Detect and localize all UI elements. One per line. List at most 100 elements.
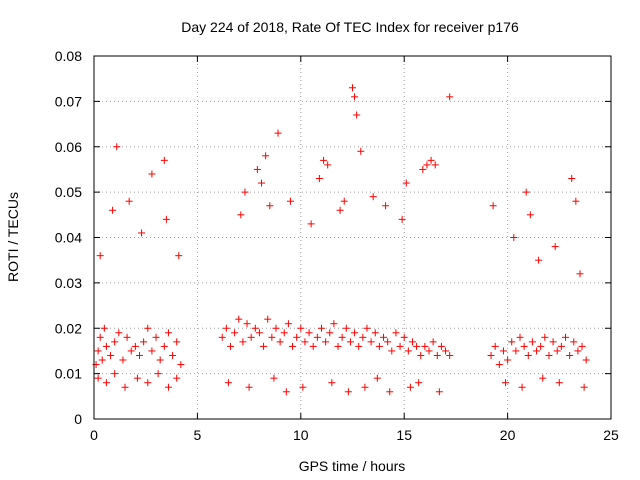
data-point [322,338,330,346]
data-point [580,383,588,391]
data-point [169,351,177,359]
data-point [425,347,433,355]
data-point [94,347,102,355]
data-point [382,202,390,210]
data-point [224,379,232,387]
axes: 0 5 10 15 20 25 0 0.01 0.02 0.03 0.04 0.05 0.06 0.07 0… [55,48,619,443]
data-point [413,342,421,350]
data-point [526,211,534,219]
data-point [504,356,512,364]
data-point [576,270,584,278]
data-point [326,329,334,337]
data-point [245,383,253,391]
data-point [247,333,255,341]
data-point [305,329,313,337]
data-point [164,383,172,391]
plot-frame [93,55,612,420]
data-point [367,338,375,346]
x-axis-label: GPS time / hours [299,458,406,474]
data-point [512,347,520,355]
data-point [289,342,297,350]
data-point [392,329,400,337]
data-point [313,333,321,341]
data-point [160,156,168,164]
y-tick-label: 0.07 [55,93,82,109]
data-point [557,342,565,350]
data-point [555,379,563,387]
data-point [349,84,356,92]
y-tick-label: 0.05 [55,184,82,200]
data-point [351,329,359,337]
data-point [582,356,590,364]
data-point [562,333,570,341]
data-point [231,329,239,337]
x-tick-label: 25 [603,427,619,443]
data-point [297,324,305,332]
y-tick-label: 0.04 [55,230,82,246]
data-point [218,333,226,341]
data-point [111,338,119,346]
data-point [344,388,352,396]
data-point [286,197,294,205]
data-point [566,351,574,359]
data-point [255,329,263,337]
data-point [299,383,307,391]
data-point [406,383,414,391]
data-point [371,329,379,337]
data-point [317,324,325,332]
data-point [578,342,586,350]
data-point [282,388,290,396]
y-tick-label: 0.08 [55,48,82,64]
data-point [489,202,497,210]
chart-title: Day 224 of 2018, Rate Of TEC Index for r… [181,19,519,35]
data-point [417,351,425,359]
data-point [235,315,243,323]
data-point [539,374,547,382]
data-point [340,197,348,205]
data-point [568,175,576,183]
data-point [162,215,170,223]
data-point [537,342,545,350]
data-point [421,342,429,350]
data-point [520,342,528,350]
data-point [309,342,317,350]
data-point [400,333,408,341]
y-tick-label: 0.03 [55,275,82,291]
data-point [541,333,549,341]
data-point [125,197,133,205]
data-point [324,161,332,169]
data-point [442,347,450,355]
data-point [177,361,185,369]
data-point [386,388,394,396]
data-point [524,351,532,359]
data-point [140,338,148,346]
data-point [154,370,162,378]
data-point [107,351,115,359]
data-point [173,338,181,346]
data-point [491,342,499,350]
data-point [342,324,350,332]
data-point [268,333,276,341]
data-point [351,93,359,101]
data-point [135,351,143,359]
data-point [270,374,278,382]
data-point [164,329,172,337]
data-point [98,356,106,364]
data-point [160,342,168,350]
data-point [398,215,406,223]
x-tick-label: 20 [500,427,516,443]
data-point [222,324,230,332]
data-point [113,143,121,151]
data-point [346,338,354,346]
data-point [433,351,441,359]
x-tick-label: 0 [90,427,98,443]
data-point [109,206,117,214]
data-point [258,179,266,187]
data-point [551,243,559,251]
data-point [502,379,510,387]
data-point [138,229,146,237]
data-point [144,379,152,387]
data-point [510,234,518,241]
